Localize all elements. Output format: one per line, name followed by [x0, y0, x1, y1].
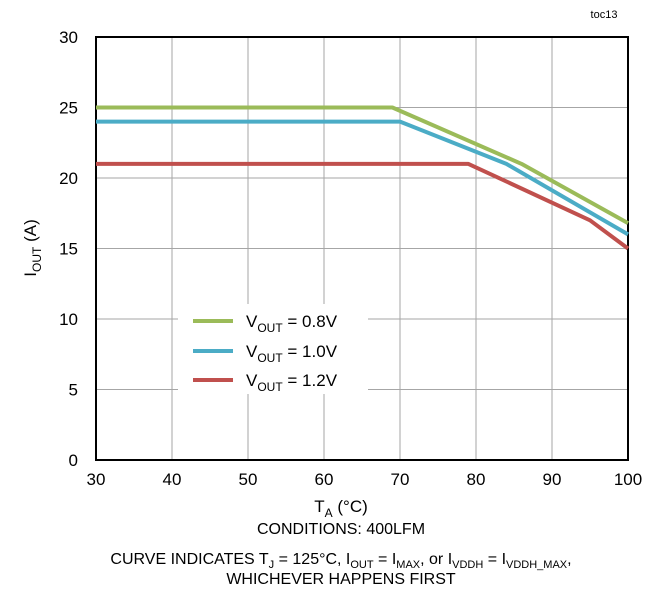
y-tick-label: 5 — [69, 381, 78, 400]
x-axis-label: TA (°C) — [314, 497, 368, 520]
y-tick-label: 30 — [59, 28, 78, 47]
series-line-0 — [96, 105, 629, 225]
legend-label-0: VOUT = 0.8V — [246, 312, 338, 335]
x-tick-labels: 30 40 50 60 70 80 90 100 — [87, 470, 643, 489]
x-tick-label: 90 — [543, 470, 562, 489]
x-tick-label: 40 — [163, 470, 182, 489]
y-tick-label: 10 — [59, 310, 78, 329]
series-line-2 — [96, 161, 630, 251]
x-tick-label: 50 — [239, 470, 258, 489]
y-tick-label: 20 — [59, 169, 78, 188]
conditions-note: CONDITIONS: 400LFM — [257, 521, 425, 538]
y-tick-label: 15 — [59, 240, 78, 259]
x-tick-label: 80 — [467, 470, 486, 489]
whichever-note: WHICHEVER HAPPENS FIRST — [226, 571, 456, 588]
legend-label-2: VOUT = 1.2V — [246, 371, 338, 394]
x-tick-label: 70 — [391, 470, 410, 489]
figure-id: toc13 — [591, 9, 618, 21]
x-tick-label: 60 — [315, 470, 334, 489]
grid — [96, 37, 628, 460]
y-axis-label: IOUT (A) — [21, 219, 44, 276]
legend: VOUT = 0.8V VOUT = 1.0V VOUT = 1.2V — [178, 304, 368, 394]
x-tick-label: 100 — [614, 470, 642, 489]
y-tick-labels: 0 5 10 15 20 25 30 — [59, 28, 78, 470]
y-tick-label: 0 — [69, 451, 78, 470]
curve-indicates-note: CURVE INDICATES TJ = 125°C, IOUT = IMAX,… — [110, 551, 571, 571]
series-line-1 — [96, 119, 630, 237]
x-tick-label: 30 — [87, 470, 106, 489]
series-lines — [96, 105, 630, 251]
legend-label-1: VOUT = 1.0V — [246, 342, 338, 365]
y-tick-label: 25 — [59, 99, 78, 118]
